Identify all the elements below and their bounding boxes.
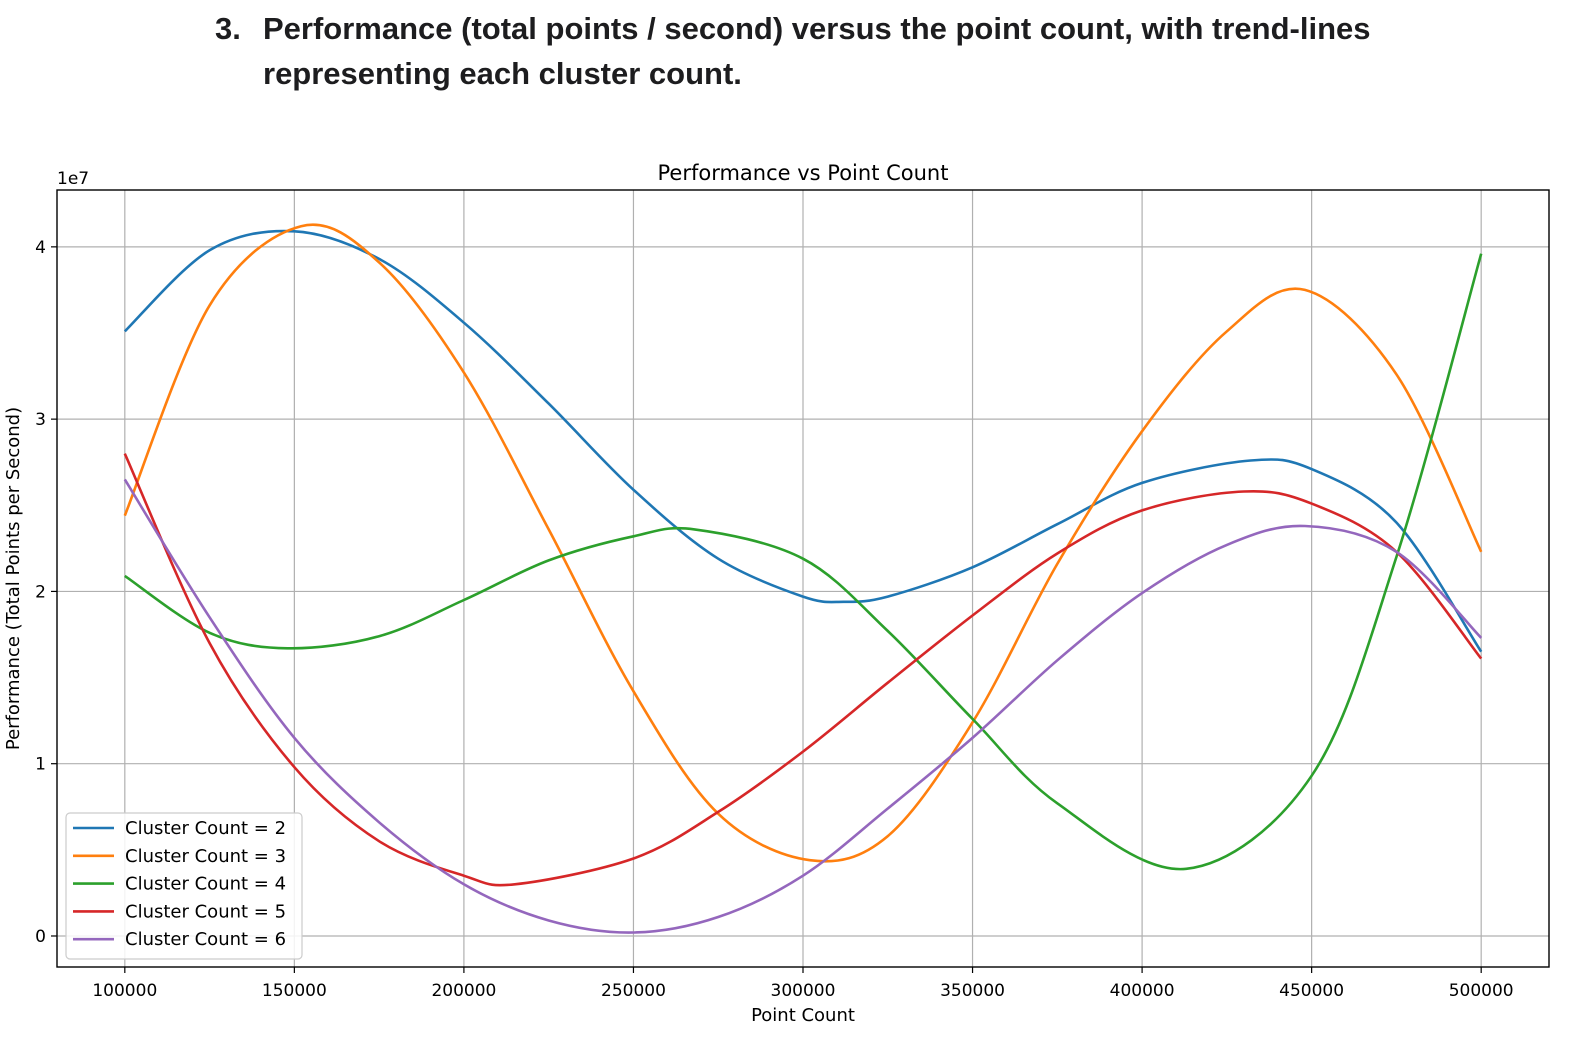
- y-tick-label: 4: [35, 238, 46, 258]
- x-tick-label: 300000: [771, 981, 836, 1001]
- series-lines: [123, 223, 1483, 934]
- x-tick-label: 150000: [262, 981, 327, 1001]
- x-tick-label: 100000: [92, 981, 157, 1001]
- legend-entry-label: Cluster Count = 6: [125, 929, 286, 950]
- heading-number: 3.: [215, 11, 241, 46]
- x-tick-label: 500000: [1449, 981, 1514, 1001]
- x-axis-label: Point Count: [751, 1005, 855, 1026]
- legend-box: [65, 812, 303, 960]
- y-axis-offset-label: 1e7: [57, 169, 89, 189]
- legend-entry-label: Cluster Count = 2: [125, 818, 286, 839]
- legend-entry-label: Cluster Count = 4: [125, 874, 286, 895]
- legend-entry-label: Cluster Count = 5: [125, 901, 286, 922]
- x-tick-label: 450000: [1279, 981, 1344, 1001]
- series-line-cluster-5: [123, 453, 1483, 887]
- y-axis-label: Performance (Total Points per Second): [3, 407, 24, 750]
- x-tick-label: 350000: [940, 981, 1005, 1001]
- grid-lines: [57, 190, 1549, 967]
- series-line-cluster-4: [124, 253, 1483, 871]
- x-tick-label: 200000: [431, 981, 496, 1001]
- x-tick-label: 250000: [601, 981, 666, 1001]
- series-line-cluster-3: [123, 223, 1483, 863]
- x-tick-label: 400000: [1110, 981, 1175, 1001]
- heading-text: Performance (total points / second) vers…: [263, 11, 1371, 91]
- y-tick-label: 2: [35, 582, 46, 602]
- y-tick-label: 1: [35, 755, 46, 775]
- chart-title: Performance vs Point Count: [658, 161, 949, 185]
- legend: Cluster Count = 2 Cluster Count = 3 Cluste…: [65, 812, 303, 960]
- series-line-cluster-6: [123, 478, 1483, 934]
- y-tick-label: 3: [35, 410, 46, 430]
- y-tick-label: 0: [35, 927, 46, 947]
- axis-ticks: 100000 150000 200000 250000 300000 350000 4000…: [35, 238, 1513, 1001]
- legend-entry-label: Cluster Count = 3: [125, 846, 286, 867]
